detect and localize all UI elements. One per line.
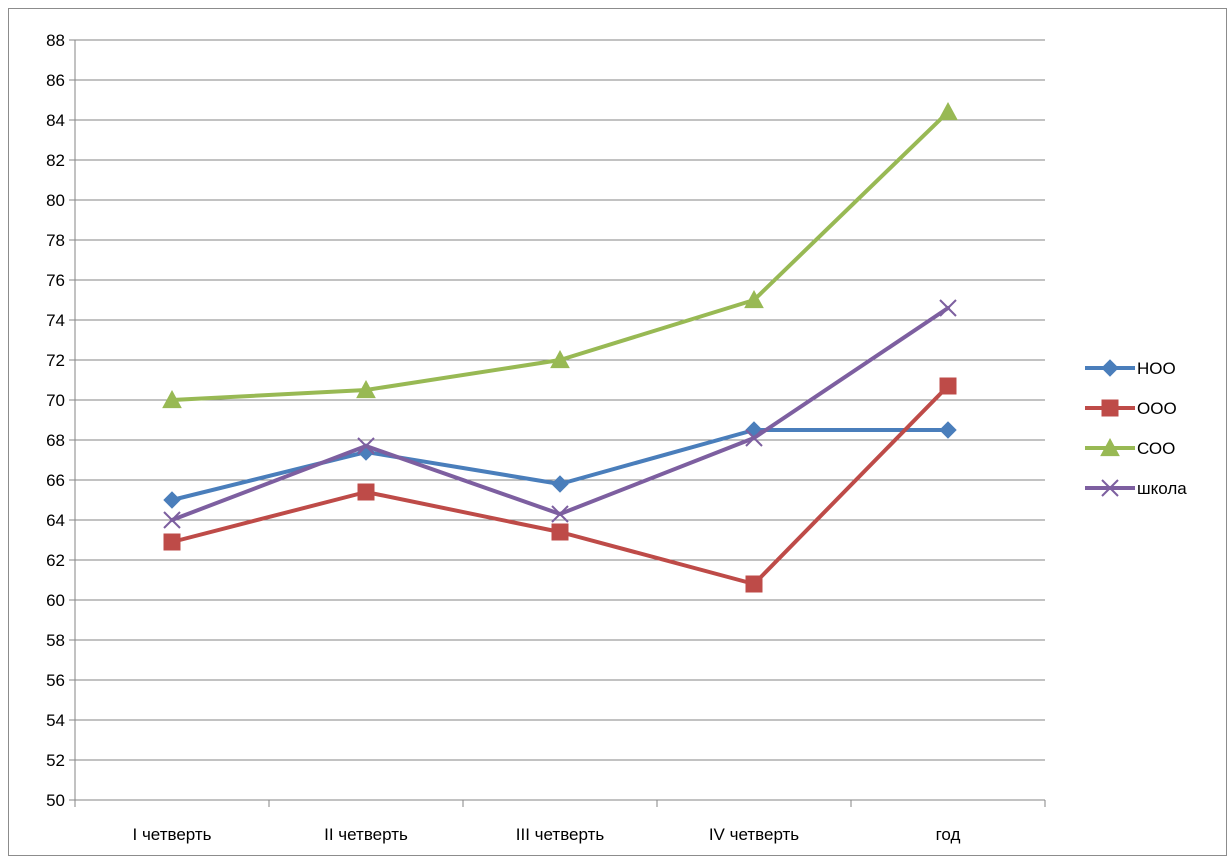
data-point <box>357 483 375 501</box>
legend: НОО ООО СОО школа <box>1085 359 1187 498</box>
data-point <box>162 389 182 409</box>
y-tick-label: 74 <box>46 311 65 330</box>
y-tick-label: 78 <box>46 231 65 250</box>
y-tick-label: 68 <box>46 431 65 450</box>
data-point <box>745 575 763 593</box>
y-tick-labels: 50 52 54 56 58 60 62 64 66 68 70 72 74 76 78 80 82 84 86 88 <box>46 31 65 810</box>
y-tick-label: 50 <box>46 791 65 810</box>
x-tick-label: IV четверть <box>709 825 799 844</box>
series-1 <box>163 377 957 593</box>
data-point <box>551 475 569 493</box>
series-3 <box>163 299 957 529</box>
legend-item-2: СОО <box>1085 437 1175 458</box>
y-tick-label: 58 <box>46 631 65 650</box>
data-point <box>356 379 376 399</box>
legend-item-0: НОО <box>1085 359 1176 378</box>
x-tick-label: I четверть <box>133 825 212 844</box>
x-tick-label: II четверть <box>324 825 408 844</box>
data-point <box>939 421 957 439</box>
series-group <box>162 101 958 593</box>
axes <box>69 39 1046 807</box>
data-point <box>939 377 957 395</box>
legend-marker <box>1101 359 1119 377</box>
y-tick-label: 82 <box>46 151 65 170</box>
series-2 <box>162 101 958 409</box>
data-point <box>744 289 764 309</box>
data-point <box>745 429 763 447</box>
legend-marker <box>1101 479 1119 497</box>
data-point <box>939 299 957 317</box>
legend-label: СОО <box>1137 439 1175 458</box>
data-point <box>357 437 375 455</box>
data-point <box>551 523 569 541</box>
y-tick-label: 76 <box>46 271 65 290</box>
data-point <box>550 349 570 369</box>
legend-label: школа <box>1137 479 1187 498</box>
data-point <box>163 511 181 529</box>
y-tick-label: 56 <box>46 671 65 690</box>
gridlines <box>75 39 1045 761</box>
x-tick-label: год <box>936 825 961 844</box>
legend-marker <box>1100 437 1120 457</box>
y-tick-label: 70 <box>46 391 65 410</box>
y-tick-label: 64 <box>46 511 65 530</box>
y-tick-label: 88 <box>46 31 65 50</box>
y-tick-label: 54 <box>46 711 65 730</box>
chart-frame <box>8 8 1227 856</box>
y-tick-label: 60 <box>46 591 65 610</box>
y-tick-label: 72 <box>46 351 65 370</box>
y-tick-label: 52 <box>46 751 65 770</box>
series-0 <box>163 421 957 509</box>
y-tick-label: 86 <box>46 71 65 90</box>
y-tick-label: 62 <box>46 551 65 570</box>
legend-marker <box>1101 399 1119 417</box>
y-tick-label: 80 <box>46 191 65 210</box>
data-point <box>551 505 569 523</box>
legend-item-1: ООО <box>1085 399 1177 418</box>
data-point <box>163 491 181 509</box>
legend-label: ООО <box>1137 399 1177 418</box>
legend-label: НОО <box>1137 359 1176 378</box>
x-tick-label: III четверть <box>516 825 605 844</box>
y-tick-label: 84 <box>46 111 65 130</box>
data-point <box>938 101 958 121</box>
x-tick-labels: I четверть II четверть III четверть IV четв… <box>133 825 961 844</box>
data-point <box>163 533 181 551</box>
y-tick-label: 66 <box>46 471 65 490</box>
legend-item-3: школа <box>1085 479 1187 498</box>
